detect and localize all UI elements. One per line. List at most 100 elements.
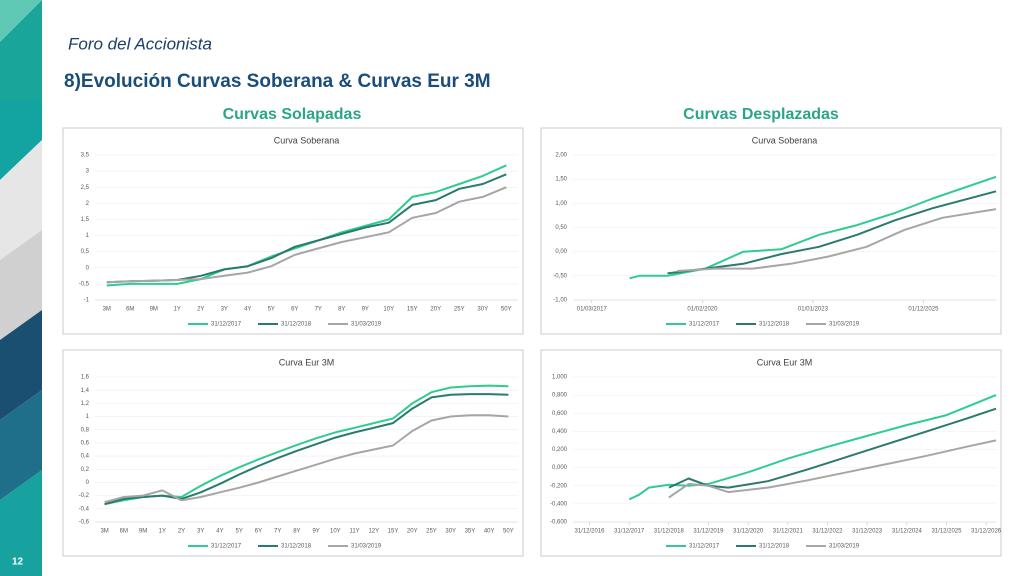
title: 8)Evolución Curvas Soberana & Curvas Eur… <box>64 71 491 92</box>
y-tick-label: 0,4 <box>81 454 90 460</box>
chart-frame <box>540 127 1002 335</box>
x-tick-label: 8Y <box>293 529 300 535</box>
y-tick-label: 0,400 <box>552 429 568 435</box>
chart: 3M 6M 9M 1Y 2Y 3Y 4Y 5Y 6Y 7Y 8Y 9Y 10Y 11Y 12Y 15Y 20Y 2… <box>62 349 524 557</box>
x-tick-label: 1Y <box>174 307 181 313</box>
series-line <box>668 439 997 499</box>
chart: 3M 6M 9M 1Y 2Y 3Y 4Y 5Y 6Y 7Y 8Y 9Y 10Y 15Y 20Y 25Y 30Y 5… <box>62 127 524 335</box>
y-tick-label: 0,200 <box>552 447 568 453</box>
y-tick-label: -0,2 <box>79 493 90 499</box>
deco <box>0 390 42 500</box>
y-tick-label: 3,5 <box>81 153 90 159</box>
y-tick-label: 0,8 <box>81 427 90 433</box>
x-tick-label: 4Y <box>244 307 251 313</box>
x-tick-label: 3Y <box>221 307 228 313</box>
legend-label: 31/12/2017 <box>211 322 242 328</box>
chart-title: Curva Eur 3M <box>757 357 813 367</box>
y-tick-label: 2,5 <box>81 185 90 191</box>
x-tick-label: 6M <box>126 307 134 313</box>
x-tick-label: 6Y <box>255 529 262 535</box>
x-tick-label: 30Y <box>445 529 456 535</box>
y-tick-label: 0 <box>86 480 90 486</box>
legend-label: 31/03/2019 <box>829 322 860 328</box>
x-tick-label: 3Y <box>197 529 204 535</box>
deco <box>0 140 42 260</box>
x-tick-label: 01/12/2025 <box>908 307 939 313</box>
chart-title: Curva Soberana <box>752 135 818 145</box>
series-line <box>104 393 509 506</box>
x-tick-label: 31/12/2018 <box>654 529 685 535</box>
series-line <box>106 186 507 284</box>
y-tick-label: 3 <box>86 169 90 175</box>
y-tick-label: -0,50 <box>553 273 567 279</box>
chart: 01/03/2017 01/02/2020 01/01/2023 01/12/2025… <box>540 127 1002 335</box>
y-tick-label: 1 <box>86 414 90 420</box>
legend-label: 31/03/2019 <box>351 322 382 328</box>
x-tick-label: 30Y <box>477 307 488 313</box>
y-tick-label: 2,00 <box>555 153 567 159</box>
y-tick-label: 1,000 <box>552 375 568 381</box>
y-tick-label: -0,4 <box>79 506 90 512</box>
y-tick-label: 1,6 <box>81 375 90 381</box>
x-tick-label: 31/12/2024 <box>892 529 923 535</box>
x-tick-label: 10Y <box>330 529 341 535</box>
x-tick-label: 01/02/2020 <box>687 307 718 313</box>
x-tick-label: 8Y <box>338 307 345 313</box>
x-tick-label: 15Y <box>407 307 418 313</box>
x-tick-label: 3M <box>103 307 111 313</box>
x-tick-label: 2Y <box>197 307 204 313</box>
y-tick-label: -0,400 <box>550 501 568 507</box>
x-tick-label: 31/12/2025 <box>931 529 962 535</box>
x-tick-label: 35Y <box>465 529 476 535</box>
x-tick-label: 2Y <box>178 529 185 535</box>
y-tick-label: 0,5 <box>81 249 90 255</box>
y-tick-label: 1,4 <box>81 388 90 394</box>
legend-label: 31/12/2017 <box>689 322 720 328</box>
x-tick-label: 4Y <box>216 529 223 535</box>
y-tick-label: 1,00 <box>555 201 567 207</box>
y-tick-label: -0,600 <box>550 520 568 526</box>
x-tick-label: 1Y <box>159 529 166 535</box>
legend-label: 31/12/2017 <box>211 544 242 550</box>
series-line <box>629 175 997 280</box>
x-tick-label: 31/12/2022 <box>812 529 843 535</box>
deco <box>0 470 42 576</box>
y-tick-label: 2 <box>86 201 90 207</box>
deco <box>0 310 42 420</box>
x-tick-label: 01/03/2017 <box>577 307 608 313</box>
legend-label: 31/12/2018 <box>281 322 312 328</box>
y-tick-label: -1,00 <box>553 298 567 304</box>
page-number: 12 <box>12 557 24 568</box>
y-tick-label: 0,6 <box>81 440 90 446</box>
x-tick-label: 31/12/2016 <box>574 529 605 535</box>
y-tick-label: 0,600 <box>552 411 568 417</box>
legend-label: 31/12/2018 <box>759 544 790 550</box>
x-tick-label: 3M <box>100 529 108 535</box>
x-tick-label: 9M <box>139 529 147 535</box>
y-tick-label: 0,800 <box>552 393 568 399</box>
series-line <box>628 394 997 501</box>
y-tick-label: 1,5 <box>81 217 90 223</box>
y-tick-label: 1,2 <box>81 401 90 407</box>
x-tick-label: 31/12/2020 <box>733 529 764 535</box>
y-tick-label: -1 <box>84 298 90 304</box>
x-tick-label: 31/12/2019 <box>693 529 724 535</box>
x-tick-label: 9M <box>150 307 158 313</box>
series-line <box>668 407 997 489</box>
x-tick-label: 15Y <box>388 529 399 535</box>
y-tick-label: 0 <box>86 265 90 271</box>
x-tick-label: 50Y <box>501 307 512 313</box>
y-tick-label: 0,00 <box>555 249 567 255</box>
chart: 31/12/2016 31/12/2017 31/12/2018 31/12/2019… <box>540 349 1002 557</box>
deco <box>0 230 42 340</box>
heading: Curvas Desplazadas <box>683 106 839 123</box>
x-tick-label: 6Y <box>291 307 298 313</box>
x-tick-label: 20Y <box>407 529 418 535</box>
heading: Curvas Solapadas <box>223 106 362 123</box>
x-tick-label: 31/12/2017 <box>614 529 645 535</box>
series-line <box>667 190 997 275</box>
legend-label: 31/03/2019 <box>829 544 860 550</box>
y-tick-label: -0,5 <box>79 281 90 287</box>
x-tick-label: 5Y <box>268 307 275 313</box>
